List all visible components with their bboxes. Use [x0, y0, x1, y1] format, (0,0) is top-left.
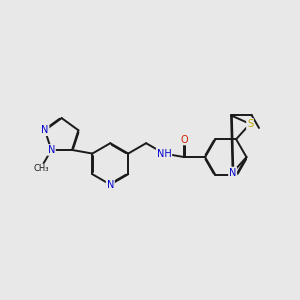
Text: NH: NH [157, 148, 171, 158]
Text: O: O [181, 134, 188, 145]
Text: N: N [106, 180, 114, 190]
Text: N: N [229, 167, 236, 178]
Text: N: N [48, 145, 55, 155]
Text: N: N [41, 125, 49, 135]
Text: S: S [247, 119, 253, 129]
Text: CH₃: CH₃ [33, 164, 49, 173]
